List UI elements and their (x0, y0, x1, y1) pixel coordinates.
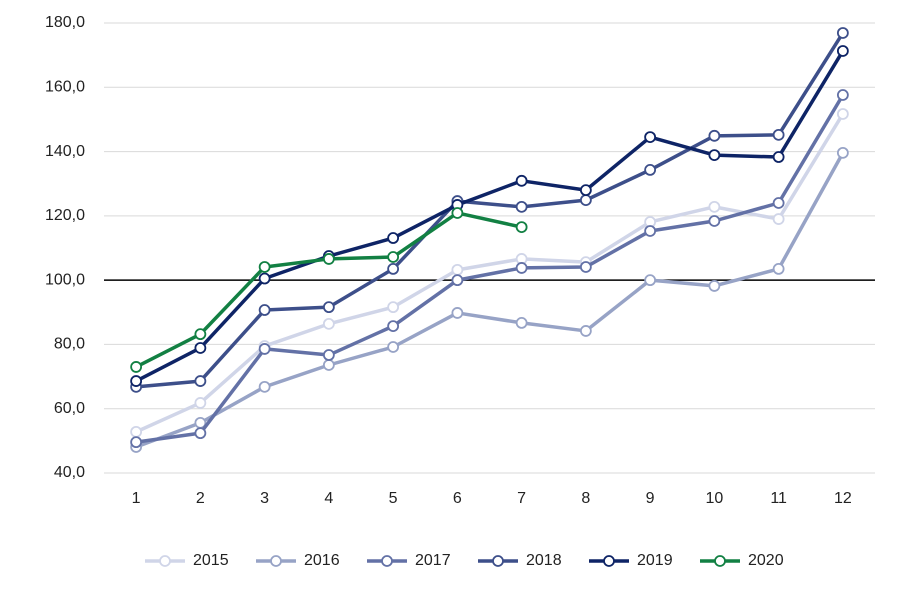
x-tick-label: 5 (389, 490, 398, 507)
data-point (322, 301, 335, 314)
data-point (708, 215, 721, 227)
data-point (451, 274, 464, 287)
legend-marker (714, 555, 726, 567)
data-point (130, 436, 143, 449)
series-line (135, 211, 523, 369)
data-point (258, 272, 271, 285)
data-point (194, 328, 207, 341)
data-point (708, 280, 721, 292)
data-point (836, 89, 849, 101)
data-point (515, 316, 528, 329)
legend-label: 2020 (748, 552, 784, 569)
legend-label: 2016 (304, 552, 340, 569)
y-tick-label: 140,0 (45, 143, 85, 160)
data-point (387, 301, 400, 314)
data-point (836, 108, 849, 120)
x-tick-label: 4 (324, 490, 333, 507)
y-tick-label: 80,0 (54, 336, 85, 353)
data-point (579, 261, 592, 273)
data-point (772, 128, 785, 141)
data-point (515, 174, 528, 187)
data-point (130, 425, 143, 438)
data-point (322, 349, 335, 361)
data-point (772, 262, 785, 275)
data-point (772, 197, 785, 209)
data-point (772, 213, 785, 225)
y-tick-label: 60,0 (54, 400, 85, 417)
x-tick-label: 11 (770, 490, 787, 507)
data-point (258, 380, 271, 393)
series-line (135, 152, 845, 449)
legend-label: 2018 (526, 552, 562, 569)
data-point (644, 163, 657, 176)
x-tick-label: 6 (453, 490, 462, 507)
data-point (579, 325, 592, 337)
data-point (579, 184, 592, 197)
data-point (194, 375, 207, 387)
data-point (130, 375, 143, 387)
y-tick-label: 180,0 (45, 14, 85, 31)
data-point (515, 200, 528, 213)
legend-marker (159, 555, 171, 567)
series-line (135, 32, 845, 389)
x-tick-label: 2 (196, 490, 205, 507)
data-point (451, 263, 464, 276)
legend-marker (270, 555, 282, 567)
y-tick-label: 100,0 (45, 271, 85, 288)
legend-marker (492, 555, 504, 567)
legend-label: 2017 (415, 552, 451, 569)
data-point (708, 149, 721, 162)
legend-label: 2019 (637, 552, 673, 569)
data-point (515, 221, 528, 234)
data-point (194, 342, 207, 354)
series-line (135, 50, 845, 383)
legend-label: 2015 (193, 552, 229, 569)
x-tick-label: 10 (705, 490, 723, 507)
data-point (387, 251, 400, 263)
data-point (322, 253, 335, 265)
data-point (644, 225, 657, 237)
data-point (387, 320, 400, 333)
data-point (708, 200, 721, 213)
series-line (135, 113, 845, 434)
data-point (836, 45, 849, 57)
x-tick-label: 7 (517, 490, 526, 507)
data-point (387, 341, 400, 353)
data-point (772, 151, 785, 163)
y-tick-label: 160,0 (45, 79, 85, 96)
legend-marker (381, 555, 393, 567)
data-point (130, 361, 143, 373)
data-point (836, 146, 849, 159)
y-tick-label: 40,0 (54, 464, 85, 481)
data-point (194, 397, 207, 409)
data-point (515, 262, 528, 274)
data-point (322, 359, 335, 371)
data-point (451, 307, 464, 319)
x-tick-label: 9 (646, 490, 655, 507)
data-point (387, 232, 400, 244)
data-point (451, 207, 464, 219)
x-tick-label: 8 (581, 490, 590, 507)
data-point (194, 427, 207, 440)
data-point (708, 129, 721, 142)
data-point (258, 261, 271, 273)
data-point (322, 317, 335, 330)
data-point (836, 27, 849, 39)
data-point (644, 274, 657, 287)
data-point (387, 262, 400, 275)
series-line (135, 94, 845, 444)
data-point (579, 194, 592, 207)
x-tick-label: 3 (260, 490, 269, 507)
data-point (644, 131, 657, 144)
x-tick-label: 1 (132, 490, 141, 507)
data-point (258, 304, 271, 316)
legend-marker (603, 555, 615, 567)
x-tick-label: 12 (834, 490, 852, 507)
y-tick-label: 120,0 (45, 207, 85, 224)
data-point (258, 343, 271, 355)
